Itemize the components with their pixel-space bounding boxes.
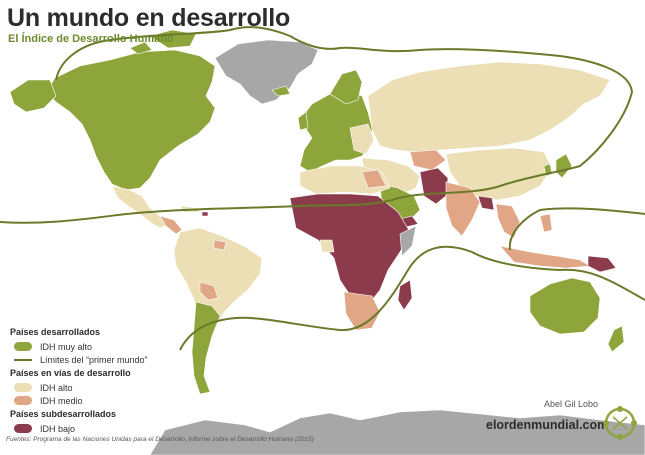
legend-label-low: IDH bajo — [40, 423, 76, 434]
region-australia — [529, 277, 601, 335]
sources-note: Fuentes: Programa de las Naciones Unidas… — [6, 436, 314, 443]
legend-label-very-high: IDH muy alto — [40, 341, 93, 352]
region-greenland — [214, 39, 319, 105]
region-madagascar — [397, 279, 413, 311]
region-china — [445, 147, 553, 201]
legend-item-very-high: IDH muy alto — [14, 340, 196, 353]
region-arctic-islands — [129, 29, 197, 55]
region-afghanistan-pakistan — [419, 167, 449, 205]
region-philippines — [539, 213, 553, 233]
page-subtitle: El Índice de Desarrollo Humano — [8, 33, 174, 45]
legend-heading-developed: Países desarrollados — [10, 327, 101, 337]
legend-swatch-low — [14, 424, 32, 433]
page-title: Un mundo en desarrollo — [7, 4, 291, 32]
region-north-america — [45, 49, 216, 191]
region-southern-cone — [191, 301, 221, 395]
globe-logo-icon — [603, 406, 637, 440]
legend-swatch-high — [14, 383, 32, 392]
legend-item-line: Límites del “primer mundo” — [14, 353, 196, 366]
first-world-boundary-line-south — [179, 245, 645, 351]
region-central-america — [159, 215, 183, 235]
site-link[interactable]: elordenmundial.com — [486, 418, 609, 432]
region-alaska — [9, 79, 57, 113]
region-egypt — [361, 169, 387, 189]
region-iceland — [271, 85, 291, 97]
region-uk-ireland — [297, 111, 309, 131]
region-haiti — [201, 211, 209, 217]
region-antarctica — [149, 409, 645, 455]
legend-label-medium: IDH medio — [40, 395, 83, 406]
legend-label-line: Límites del “primer mundo” — [40, 354, 148, 365]
region-southern-africa — [343, 291, 381, 331]
region-bolivia-paraguay — [199, 281, 219, 301]
region-new-zealand — [607, 325, 625, 353]
map-legend: Países desarrollados IDH muy alto Límite… — [6, 325, 196, 435]
region-sub-saharan-africa — [289, 193, 411, 301]
region-mexico — [111, 185, 169, 229]
region-guyana — [213, 239, 227, 251]
legend-item-medium: IDH medio — [14, 394, 196, 407]
legend-item-high: IDH alto — [14, 381, 196, 394]
region-korea-japan — [555, 153, 573, 179]
region-nepal-bangladesh — [477, 195, 495, 211]
legend-heading-underdeveloped: Países subdesarrollados — [10, 409, 117, 419]
region-central-asia — [409, 149, 447, 171]
first-world-boundary-line — [0, 26, 634, 224]
legend-line-swatch — [14, 358, 32, 361]
region-russia — [367, 61, 611, 153]
legend-swatch-very-high — [14, 342, 32, 351]
author-credit: Abel Gil Lobo — [543, 399, 598, 409]
legend-heading-developing: Países en vías de desarrollo — [10, 368, 131, 378]
legend-item-low: IDH bajo — [14, 422, 196, 435]
first-world-boundary-line-east — [508, 207, 645, 251]
region-somalia — [399, 225, 417, 257]
region-eastern-europe — [349, 123, 375, 155]
region-gabon-botswana — [319, 239, 335, 253]
region-southeast-asia — [495, 203, 521, 239]
region-scandinavia — [329, 69, 363, 105]
legend-label-high: IDH alto — [40, 382, 73, 393]
region-papua — [587, 255, 617, 273]
legend-swatch-medium — [14, 396, 32, 405]
